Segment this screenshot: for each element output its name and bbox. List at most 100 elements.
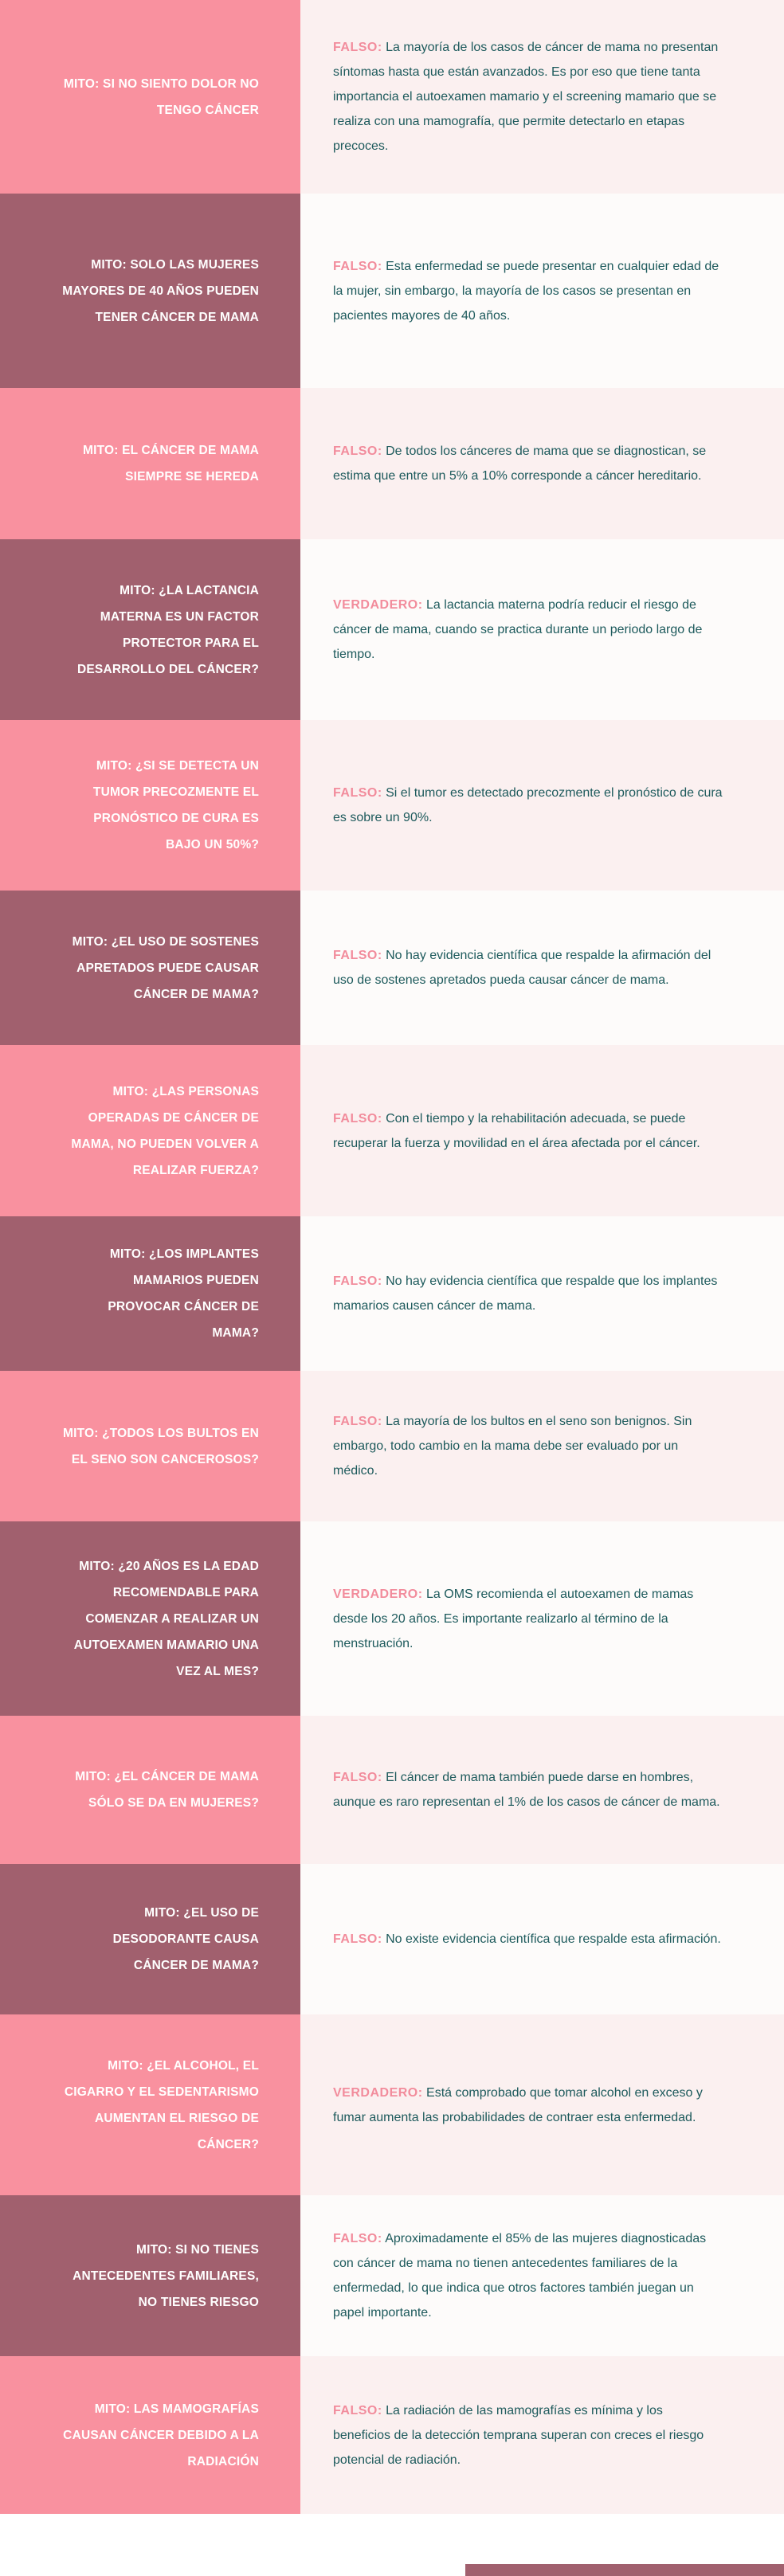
myth-cell: MITO: ¿LAS PERSONAS OPERADAS DE CÁNCER D… [0, 1045, 300, 1216]
answer-text: FALSO: Aproximadamente el 85% de las muj… [333, 2226, 723, 2325]
answer-explanation: No hay evidencia científica que respalde… [333, 1274, 718, 1313]
answer-text: FALSO: La radiación de las mamografías e… [333, 2398, 723, 2472]
myth-cell: MITO: SI NO TIENES ANTECEDENTES FAMILIAR… [0, 2195, 300, 2356]
myth-row: MITO: ¿LA LACTANCIA MATERNA ES UN FACTOR… [0, 539, 784, 720]
answer-explanation: La mayoría de los bultos en el seno son … [333, 1415, 692, 1478]
myth-statement: MITO: ¿LA LACTANCIA MATERNA ES UN FACTOR… [76, 583, 259, 676]
myth-row: MITO: SI NO SIENTO DOLOR NO TENGO CÁNCER… [0, 0, 784, 194]
verdict-label: FALSO: [333, 1932, 382, 1946]
myth-statement: MITO: ¿20 AÑOS ES LA EDAD RECOMENDABLE P… [73, 1559, 259, 1678]
answer-cell: FALSO: Si el tumor es detectado precozme… [300, 720, 784, 891]
myth-row: MITO: ¿EL USO DE SOSTENES APRETADOS PUED… [0, 891, 784, 1045]
bottom-accent-bar [465, 2564, 784, 2576]
verdict-label: FALSO: [333, 2232, 382, 2245]
answer-text: FALSO: Con el tiempo y la rehabilitación… [333, 1106, 723, 1156]
answer-cell: FALSO: El cáncer de mama también puede d… [300, 1716, 784, 1864]
answer-cell: VERDADERO: La OMS recomienda el autoexam… [300, 1521, 784, 1716]
myth-row: MITO: ¿TODOS LOS BULTOS EN EL SENO SON C… [0, 1371, 784, 1521]
answer-cell: FALSO: Aproximadamente el 85% de las muj… [300, 2195, 784, 2356]
verdict-label: FALSO: [333, 1415, 382, 1428]
answer-explanation: La lactancia materna podría reducir el r… [333, 598, 703, 661]
myth-cell: MITO: ¿TODOS LOS BULTOS EN EL SENO SON C… [0, 1371, 300, 1521]
myth-cell: MITO: LAS MAMOGRAFÍAS CAUSAN CÁNCER DEBI… [0, 2356, 300, 2514]
answer-cell: FALSO: Con el tiempo y la rehabilitación… [300, 1045, 784, 1216]
answer-text: FALSO: La mayoría de los casos de cáncer… [333, 35, 723, 159]
myth-statement: MITO: ¿LOS IMPLANTES MAMARIOS PUEDEN PRO… [108, 1247, 259, 1340]
answer-explanation: La mayoría de los casos de cáncer de mam… [333, 41, 719, 153]
answer-cell: FALSO: No hay evidencia científica que r… [300, 891, 784, 1045]
answer-explanation: El cáncer de mama también puede darse en… [333, 1771, 720, 1809]
answer-cell: FALSO: De todos los cánceres de mama que… [300, 388, 784, 539]
answer-cell: FALSO: La mayoría de los casos de cáncer… [300, 0, 784, 194]
answer-cell: FALSO: La mayoría de los bultos en el se… [300, 1371, 784, 1521]
answer-explanation: Aproximadamente el 85% de las mujeres di… [333, 2232, 707, 2320]
answer-cell: VERDADERO: La lactancia materna podría r… [300, 539, 784, 720]
myth-row: MITO: LAS MAMOGRAFÍAS CAUSAN CÁNCER DEBI… [0, 2356, 784, 2514]
answer-text: FALSO: No existe evidencia científica qu… [333, 1927, 721, 1952]
answer-cell: FALSO: No existe evidencia científica qu… [300, 1864, 784, 2014]
answer-explanation: La OMS recomienda el autoexamen de mamas… [333, 1587, 694, 1650]
answer-explanation: Esta enfermedad se puede presentar en cu… [333, 259, 719, 323]
myth-cell: MITO: ¿EL USO DE DESODORANTE CAUSA CÁNCE… [0, 1864, 300, 2014]
answer-cell: VERDADERO: Está comprobado que tomar alc… [300, 2014, 784, 2195]
answer-text: FALSO: El cáncer de mama también puede d… [333, 1765, 723, 1815]
myths-table: MITO: SI NO SIENTO DOLOR NO TENGO CÁNCER… [0, 0, 784, 2514]
verdict-label: FALSO: [333, 41, 382, 54]
myth-statement: MITO: ¿EL USO DE SOSTENES APRETADOS PUED… [72, 934, 259, 1001]
myth-statement: MITO: LAS MAMOGRAFÍAS CAUSAN CÁNCER DEBI… [63, 2402, 259, 2468]
answer-text: VERDADERO: Está comprobado que tomar alc… [333, 2081, 723, 2130]
myth-cell: MITO: ¿EL CÁNCER DE MAMA SÓLO SE DA EN M… [0, 1716, 300, 1864]
myth-cell: MITO: ¿EL ALCOHOL, EL CIGARRO Y EL SEDEN… [0, 2014, 300, 2195]
answer-explanation: No existe evidencia científica que respa… [386, 1932, 721, 1946]
answer-explanation: Con el tiempo y la rehabilitación adecua… [333, 1111, 700, 1150]
answer-text: VERDADERO: La OMS recomienda el autoexam… [333, 1582, 723, 1656]
answer-text: VERDADERO: La lactancia materna podría r… [333, 593, 723, 667]
myth-cell: MITO: ¿LA LACTANCIA MATERNA ES UN FACTOR… [0, 539, 300, 720]
verdict-label: VERDADERO: [333, 1587, 423, 1601]
myth-cell: MITO: SI NO SIENTO DOLOR NO TENGO CÁNCER [0, 0, 300, 194]
myth-statement: MITO: ¿EL CÁNCER DE MAMA SÓLO SE DA EN M… [75, 1770, 259, 1810]
answer-explanation: No hay evidencia científica que respalde… [333, 949, 711, 987]
answer-text: FALSO: Esta enfermedad se puede presenta… [333, 254, 723, 328]
verdict-label: FALSO: [333, 949, 382, 962]
myth-row: MITO: ¿LOS IMPLANTES MAMARIOS PUEDEN PRO… [0, 1216, 784, 1371]
myth-statement: MITO: EL CÁNCER DE MAMA SIEMPRE SE HERED… [82, 444, 259, 483]
answer-cell: FALSO: No hay evidencia científica que r… [300, 1216, 784, 1371]
myth-row: MITO: ¿EL ALCOHOL, EL CIGARRO Y EL SEDEN… [0, 2014, 784, 2195]
verdict-label: FALSO: [333, 1274, 382, 1288]
myth-row: MITO: ¿EL USO DE DESODORANTE CAUSA CÁNCE… [0, 1864, 784, 2014]
myth-cell: MITO: ¿LOS IMPLANTES MAMARIOS PUEDEN PRO… [0, 1216, 300, 1371]
myth-statement: MITO: SI NO TIENES ANTECEDENTES FAMILIAR… [73, 2242, 259, 2309]
verdict-label: FALSO: [333, 444, 382, 458]
verdict-label: FALSO: [333, 786, 382, 800]
verdict-label: FALSO: [333, 259, 382, 273]
verdict-label: VERDADERO: [333, 2085, 423, 2100]
myth-statement: MITO: SI NO SIENTO DOLOR NO TENGO CÁNCER [63, 76, 259, 117]
myth-row: MITO: SI NO TIENES ANTECEDENTES FAMILIAR… [0, 2195, 784, 2356]
myth-statement: MITO: SOLO LAS MUJERES MAYORES DE 40 AÑO… [62, 257, 259, 324]
myth-row: MITO: ¿LAS PERSONAS OPERADAS DE CÁNCER D… [0, 1045, 784, 1216]
myth-statement: MITO: ¿SI SE DETECTA UN TUMOR PRECOZMENT… [92, 759, 259, 851]
verdict-label: FALSO: [333, 1111, 382, 1126]
answer-cell: FALSO: Esta enfermedad se puede presenta… [300, 194, 784, 388]
answer-explanation: De todos los cánceres de mama que se dia… [333, 444, 707, 483]
myth-cell: MITO: ¿EL USO DE SOSTENES APRETADOS PUED… [0, 891, 300, 1045]
answer-explanation: Si el tumor es detectado precozmente el … [333, 786, 723, 824]
answer-text: FALSO: No hay evidencia científica que r… [333, 943, 723, 992]
myth-row: MITO: ¿EL CÁNCER DE MAMA SÓLO SE DA EN M… [0, 1716, 784, 1864]
myth-row: MITO: ¿SI SE DETECTA UN TUMOR PRECOZMENT… [0, 720, 784, 891]
answer-cell: FALSO: La radiación de las mamografías e… [300, 2356, 784, 2514]
verdict-label: FALSO: [333, 2403, 382, 2417]
answer-text: FALSO: No hay evidencia científica que r… [333, 1269, 723, 1318]
verdict-label: VERDADERO: [333, 598, 423, 612]
myth-statement: MITO: ¿EL ALCOHOL, EL CIGARRO Y EL SEDEN… [64, 2058, 259, 2151]
myth-statement: MITO: ¿EL USO DE DESODORANTE CAUSA CÁNCE… [112, 1906, 259, 1972]
answer-explanation: Está comprobado que tomar alcohol en exc… [333, 2085, 703, 2124]
answer-text: FALSO: Si el tumor es detectado precozme… [333, 781, 723, 830]
myth-row: MITO: ¿20 AÑOS ES LA EDAD RECOMENDABLE P… [0, 1521, 784, 1716]
myth-statement: MITO: ¿LAS PERSONAS OPERADAS DE CÁNCER D… [71, 1084, 259, 1177]
myth-row: MITO: SOLO LAS MUJERES MAYORES DE 40 AÑO… [0, 194, 784, 388]
myth-cell: MITO: SOLO LAS MUJERES MAYORES DE 40 AÑO… [0, 194, 300, 388]
verdict-label: FALSO: [333, 1771, 382, 1784]
myth-cell: MITO: EL CÁNCER DE MAMA SIEMPRE SE HERED… [0, 388, 300, 539]
